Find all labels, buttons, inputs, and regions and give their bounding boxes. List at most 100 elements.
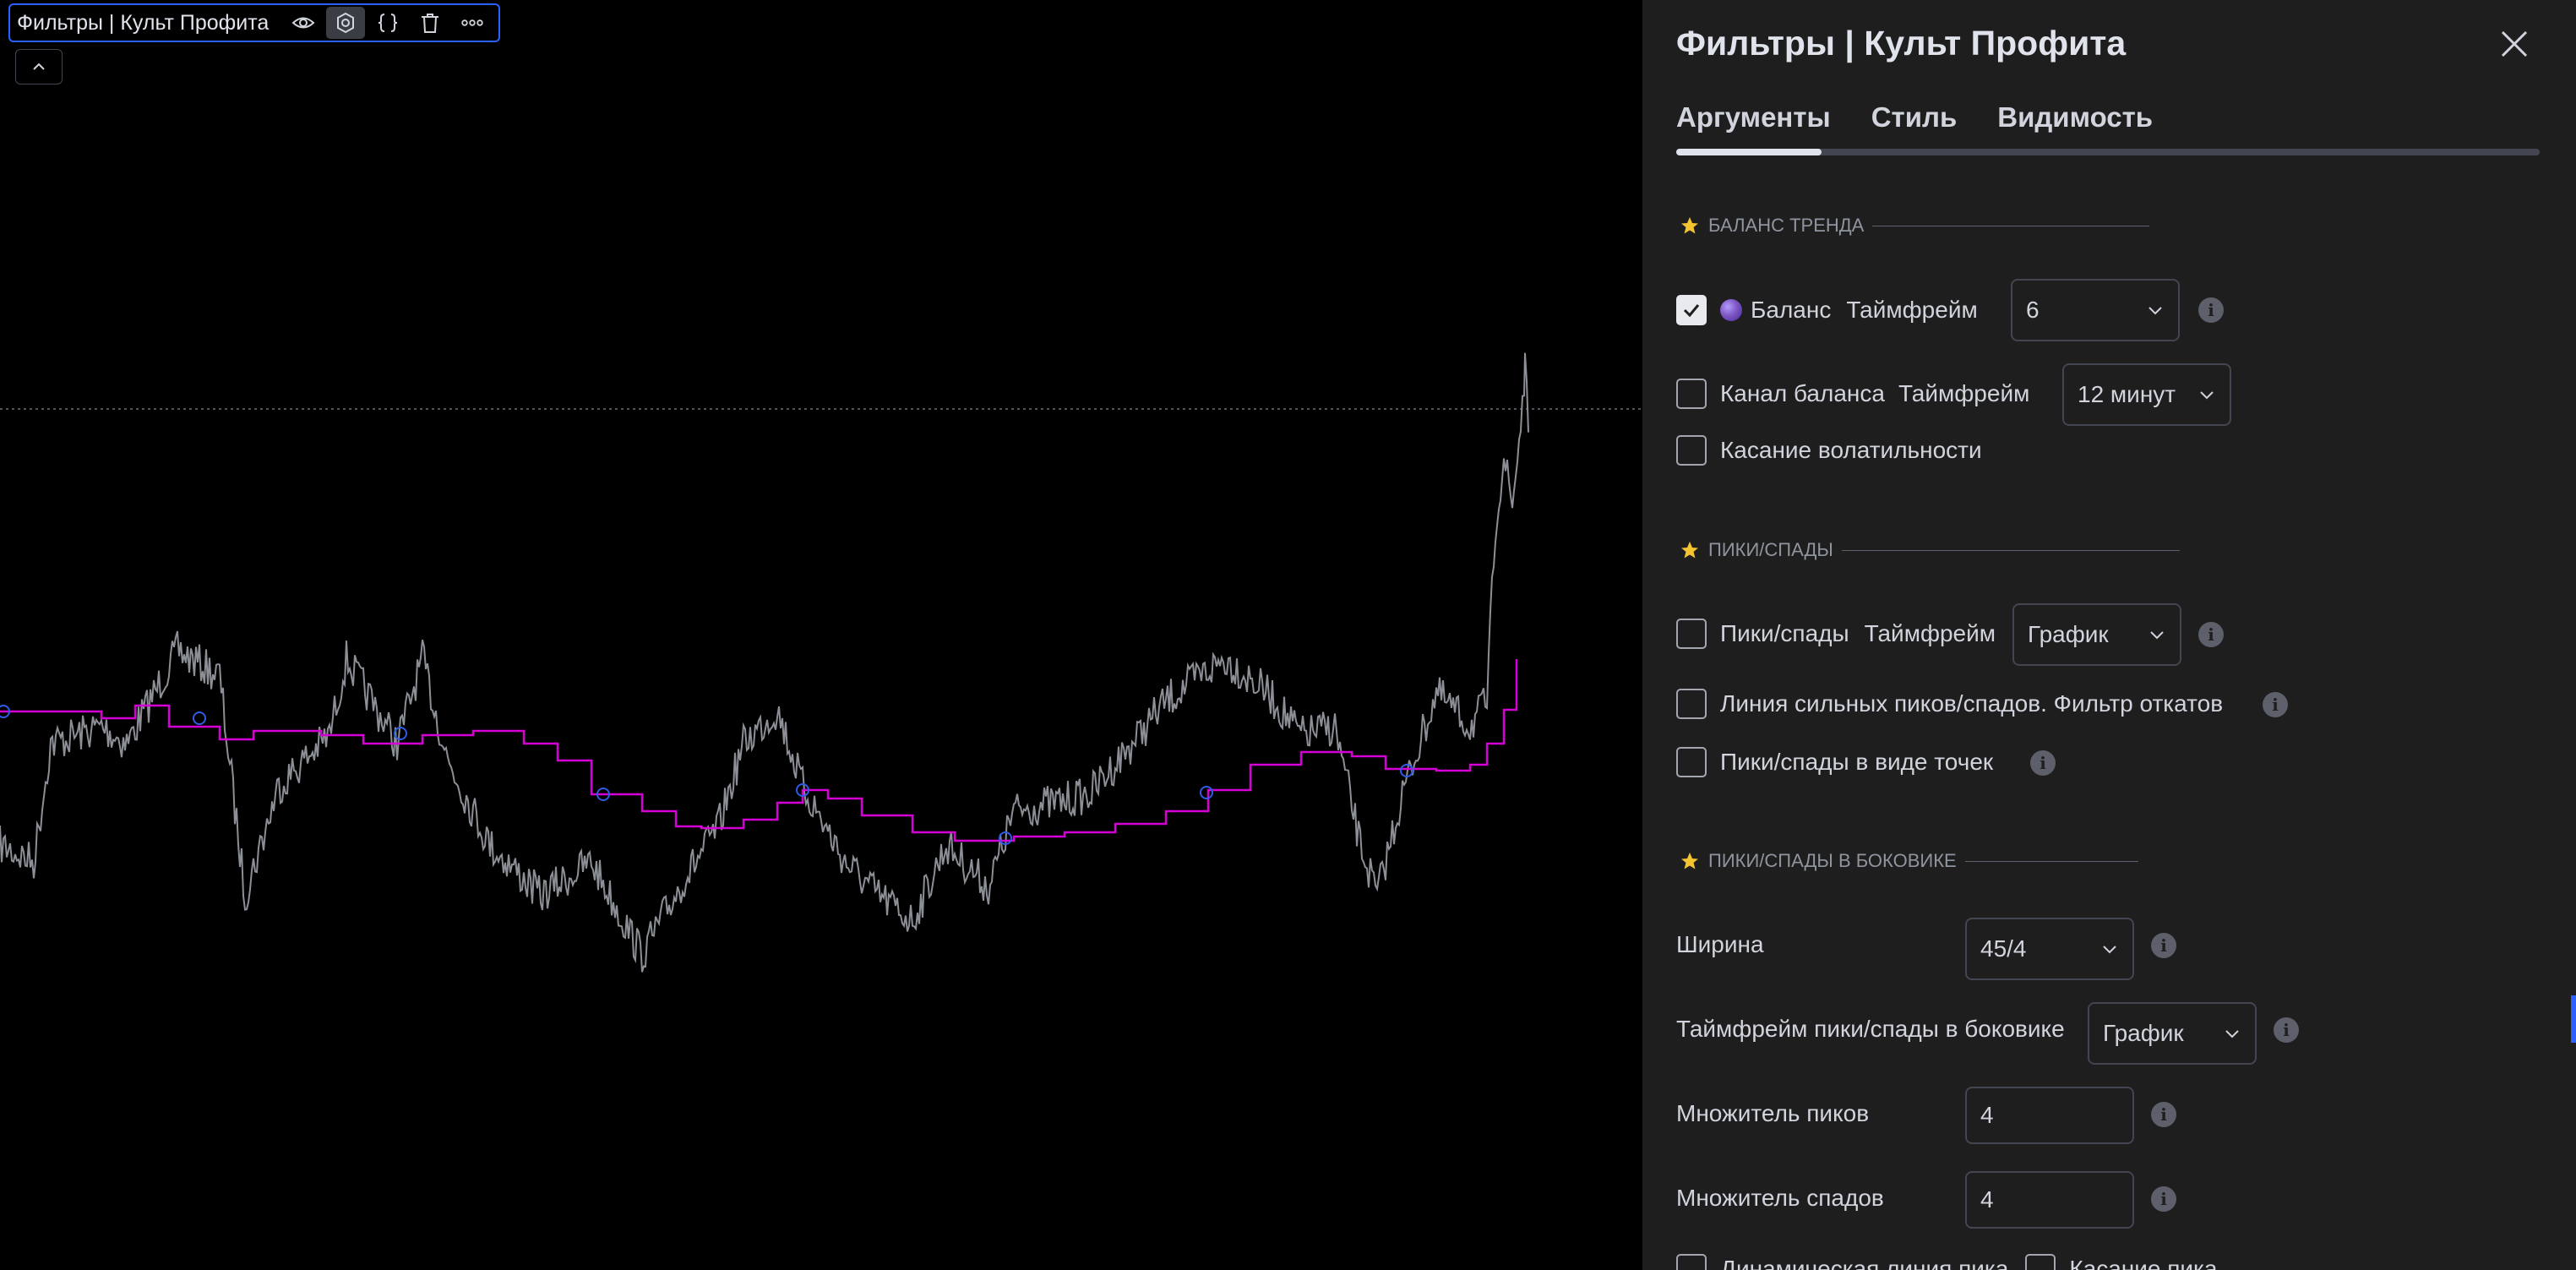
dynamic-peak-checkbox[interactable] (1676, 1254, 1707, 1270)
select-value: 45/4 (1980, 935, 2027, 962)
timeframe-label: Таймфрейм (1864, 620, 1996, 646)
timeframe-label: Таймфрейм (1898, 380, 2030, 406)
volatility-touch-row: Касание волатильности (1676, 435, 1982, 466)
star-icon (1681, 542, 1698, 559)
section-header-trend-balance: БАЛАНС ТРЕНДА (1680, 215, 2150, 237)
volatility-touch-label: Касание волатильности (1720, 437, 1982, 463)
balance-marker (596, 788, 610, 801)
indicator-settings-panel: Фильтры | Культ Профита Аргументы Стиль … (1642, 0, 2576, 1270)
source-code-button[interactable] (368, 7, 407, 39)
volatility-touch-checkbox[interactable] (1676, 435, 1707, 466)
info-icon[interactable]: i (2198, 622, 2224, 647)
width-label: Ширина (1676, 931, 1764, 957)
peak-multiplier-label: Множитель пиков (1676, 1100, 1870, 1126)
peaks-dots-checkbox[interactable] (1676, 747, 1707, 777)
balance-marker (394, 727, 407, 740)
section-divider (1841, 549, 2180, 551)
info-icon[interactable]: i (2263, 692, 2288, 717)
touch-peak-label: Касание пика (2069, 1256, 2218, 1270)
chevron-up-icon (33, 63, 45, 70)
section-title: ПИКИ/СПАДЫ (1708, 539, 1833, 560)
chevron-down-icon (2148, 307, 2162, 315)
peaks-row: Пики/спады Таймфрейм (1676, 619, 1996, 649)
strong-peaks-line-row: Линия сильных пиков/спадов. Фильтр откат… (1676, 689, 2223, 719)
balance-marker (999, 831, 1012, 845)
section-header-peaks: ПИКИ/СПАДЫ (1680, 539, 2180, 561)
peak-multiplier-input[interactable]: 4 (1965, 1087, 2134, 1144)
chevron-down-icon (2150, 631, 2164, 640)
price-series (0, 352, 1529, 973)
scroll-edge-marker (2571, 995, 2576, 1043)
chevron-down-icon (2103, 946, 2116, 954)
more-icon (461, 19, 483, 26)
more-button[interactable] (453, 7, 492, 39)
tab-visibility[interactable]: Видимость (1997, 101, 2154, 133)
eye-icon (291, 17, 315, 29)
chart-area[interactable]: Фильтры | Культ Профита (0, 0, 1642, 1270)
settings-tabs: Аргументы Стиль Видимость (1676, 101, 2153, 134)
settings-button[interactable] (326, 7, 366, 39)
balance-checkbox[interactable] (1676, 295, 1707, 325)
info-icon[interactable]: i (2151, 933, 2176, 958)
peaks-label: Пики/спады (1720, 620, 1849, 646)
trash-icon (422, 14, 439, 33)
peaks-dots-row: Пики/спады в виде точек (1676, 747, 1993, 777)
balance-row: Баланс Таймфрейм (1676, 295, 1978, 325)
balance-timeframe-select[interactable]: 6 (2011, 279, 2180, 341)
sideways-timeframe-select[interactable]: График (2088, 1002, 2257, 1065)
select-value: 6 (2026, 297, 2040, 323)
chevron-down-icon (2200, 391, 2214, 400)
balance-markers (0, 705, 1413, 845)
info-icon[interactable]: i (2198, 297, 2224, 323)
info-icon[interactable]: i (2030, 750, 2056, 776)
select-value: График (2103, 1020, 2184, 1046)
visibility-button[interactable] (284, 7, 323, 39)
balance-label: Баланс (1751, 297, 1832, 323)
strong-peaks-line-label: Линия сильных пиков/спадов. Фильтр откат… (1720, 690, 2224, 717)
peaks-dots-label: Пики/спады в виде точек (1720, 749, 1994, 775)
balance-marker (1200, 786, 1213, 799)
dip-multiplier-label: Множитель спадов (1676, 1185, 1884, 1211)
section-title: БАЛАНС ТРЕНДА (1708, 215, 1865, 236)
price-chart[interactable] (0, 0, 1642, 1270)
info-icon[interactable]: i (2151, 1102, 2176, 1127)
info-icon[interactable]: i (2274, 1017, 2299, 1043)
peaks-checkbox[interactable] (1676, 619, 1707, 649)
balance-marker (193, 711, 206, 725)
indicator-legend[interactable]: Фильтры | Культ Профита (8, 3, 501, 42)
width-select[interactable]: 45/4 (1965, 918, 2134, 980)
balance-channel-checkbox[interactable] (1676, 379, 1707, 409)
close-icon[interactable] (2496, 25, 2533, 63)
info-icon[interactable]: i (2151, 1186, 2176, 1212)
balance-orb-icon (1720, 299, 1742, 321)
tab-style[interactable]: Стиль (1871, 101, 1958, 133)
settings-icon (337, 12, 355, 34)
balance-channel-row: Канал баланса Таймфрейм (1676, 379, 2029, 409)
star-icon (1681, 217, 1698, 234)
dynamic-peak-label: Динамическая линия пика (1720, 1256, 2009, 1270)
section-title: ПИКИ/СПАДЫ В БОКОВИКЕ (1708, 850, 1957, 871)
section-divider (1964, 860, 2138, 862)
sideways-timeframe-label: Таймфрейм пики/спады в боковике (1676, 1016, 2065, 1042)
panel-title: Фильтры | Культ Профита (1676, 24, 2127, 63)
channel-timeframe-select[interactable]: 12 минут (2062, 363, 2231, 426)
peaks-timeframe-select[interactable]: График (2012, 603, 2181, 666)
balance-marker (1400, 764, 1413, 777)
touch-peak-checkbox[interactable] (2025, 1254, 2056, 1270)
checkmark-icon (1683, 304, 1700, 318)
balance-channel-label: Канал баланса (1720, 380, 1885, 406)
delete-button[interactable] (411, 7, 449, 39)
indicator-title[interactable]: Фильтры | Культ Профита (17, 10, 270, 35)
section-header-sideways-peaks: ПИКИ/СПАДЫ В БОКОВИКЕ (1680, 850, 2138, 872)
tab-arguments[interactable]: Аргументы (1676, 101, 1831, 133)
balance-marker (0, 705, 10, 718)
timeframe-label: Таймфрейм (1846, 297, 1978, 323)
collapse-legend-button[interactable] (15, 49, 63, 84)
strong-peaks-line-checkbox[interactable] (1676, 689, 1707, 719)
dip-multiplier-input[interactable]: 4 (1965, 1171, 2134, 1229)
balance-line (0, 659, 1518, 842)
select-value: График (2028, 621, 2109, 647)
source-code-icon (379, 14, 398, 32)
dynamic-peak-row: Динамическая линия пика Касание пика (1676, 1254, 2218, 1270)
select-value: 12 минут (2078, 381, 2176, 407)
